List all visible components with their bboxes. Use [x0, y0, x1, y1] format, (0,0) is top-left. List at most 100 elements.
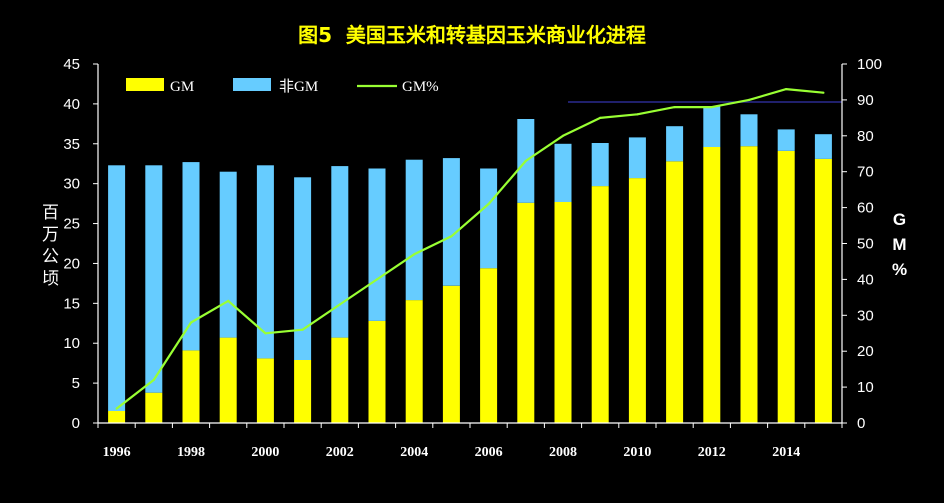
right-axis-tick-label: 50	[857, 236, 874, 253]
gm-percent-point-1996	[115, 407, 118, 410]
x-axis-tick-label: 2000	[251, 445, 279, 460]
gm-percent-point-2015	[822, 91, 825, 94]
legend-label-gm: GM	[170, 79, 194, 95]
gm-bar-2005	[442, 285, 460, 423]
non-gm-bar-2010	[628, 137, 646, 179]
gm-bar-2011	[666, 161, 684, 424]
gm-percent-point-2014	[785, 88, 788, 91]
gm-bar-2012	[703, 147, 721, 423]
non-gm-bar-2014	[777, 129, 795, 151]
gm-bar-2007	[517, 202, 535, 423]
x-axis-tick-label: 2010	[623, 445, 651, 460]
legend: GM 非GM GM%	[126, 78, 439, 95]
right-axis-tick-label: 80	[857, 128, 874, 145]
gm-percent-point-1997	[152, 378, 155, 381]
x-axis-tick-label: 2008	[549, 445, 577, 460]
x-axis-tick-label: 1998	[177, 445, 205, 460]
right-axis-tick-label: 60	[857, 200, 874, 217]
right-axis-tick-label: 40	[857, 271, 874, 288]
non-gm-bar-1996	[108, 165, 126, 411]
legend-label-non-gm: 非GM	[279, 78, 318, 95]
gm-percent-point-2013	[747, 98, 751, 101]
gm-percent-point-2000	[264, 332, 267, 335]
gm-percent-point-2002	[338, 303, 341, 306]
legend-item-gm-percent: GM%	[357, 79, 439, 95]
non-gm-bar-2004	[405, 159, 423, 301]
x-axis-tick-label: 2012	[698, 445, 726, 460]
non-gm-bar-2008	[554, 143, 572, 202]
right-axis-tick-label: 10	[857, 379, 874, 396]
right-axis-label: GM%	[890, 210, 909, 285]
gm-percent-point-1998	[189, 321, 193, 324]
right-axis-tick-label: 20	[857, 343, 874, 360]
gm-percent-point-2012	[710, 106, 713, 109]
gm-bar-2001	[294, 360, 312, 423]
left-axis-tick-label: 5	[72, 375, 80, 392]
gm-bar-1999	[219, 337, 237, 423]
gm-percent-point-2007	[524, 159, 527, 162]
right-axis-tick-label: 70	[857, 164, 874, 181]
gm-percent-point-2004	[413, 253, 416, 256]
legend-item-non-gm: 非GM	[233, 78, 318, 95]
non-gm-bar-2002	[331, 166, 349, 338]
legend-swatch-non-gm	[233, 78, 271, 91]
gm-percent-point-2011	[673, 106, 676, 109]
stacked-bars	[108, 106, 832, 424]
non-gm-bar-1999	[219, 171, 237, 338]
gm-percent-point-2010	[636, 113, 639, 116]
gm-percent-point-2001	[301, 328, 304, 331]
axes: 0 5 10 15 20 25 30 35 40 45 0 10 20 30 40 50 60 70 80 90 100…	[63, 56, 882, 460]
non-gm-bar-2003	[368, 168, 386, 321]
gm-bar-2003	[368, 320, 386, 423]
gm-bar-1998	[182, 350, 200, 423]
gm-bar-2010	[628, 178, 646, 423]
gm-bar-2002	[331, 337, 349, 423]
non-gm-bar-2012	[703, 106, 721, 147]
gm-bar-2015	[814, 158, 832, 423]
x-axis-tick-label: 2004	[400, 445, 428, 460]
gm-bar-1997	[145, 392, 163, 423]
gm-percent-point-2006	[487, 202, 490, 206]
non-gm-bar-1998	[182, 162, 200, 351]
gm-percent-point-2005	[450, 235, 453, 238]
gm-percent-point-2009	[599, 116, 602, 119]
chart-title: 图5 美国玉米和转基因玉米商业化进程	[298, 23, 646, 47]
legend-label-gm-percent: GM%	[402, 79, 439, 95]
right-axis-tick-label: 0	[857, 415, 865, 432]
gm-percent-point-2003	[375, 278, 379, 281]
non-gm-bar-2001	[294, 177, 312, 360]
gm-bar-2009	[591, 186, 609, 423]
non-gm-bar-2013	[740, 114, 758, 147]
non-gm-bar-2015	[814, 134, 832, 159]
non-gm-bar-2009	[591, 143, 609, 187]
gm-percent-series	[115, 87, 825, 410]
gm-bar-2006	[480, 268, 498, 423]
x-axis-tick-label: 2002	[326, 445, 354, 460]
left-axis-tick-label: 0	[72, 415, 80, 432]
legend-swatch-gm	[126, 78, 164, 91]
non-gm-bar-1997	[145, 165, 163, 393]
gm-percent-line	[115, 87, 824, 410]
left-axis-tick-label: 10	[63, 335, 80, 352]
right-axis-tick-label: 90	[857, 92, 874, 109]
non-gm-bar-2006	[480, 168, 498, 269]
gm-bar-2000	[256, 358, 274, 423]
left-axis-tick-label: 15	[63, 295, 80, 312]
legend-item-gm: GM	[126, 78, 194, 95]
gm-percent-point-2008	[561, 134, 565, 137]
gm-percent-point-1999	[227, 299, 230, 302]
x-axis-tick-label: 1996	[103, 445, 131, 460]
gm-bar-1996	[108, 411, 126, 423]
left-axis-tick-label: 40	[63, 96, 80, 113]
left-axis-tick-label: 35	[63, 136, 80, 153]
non-gm-bar-2011	[666, 126, 684, 162]
non-gm-bar-2000	[256, 165, 274, 359]
left-axis-tick-label: 25	[63, 216, 80, 233]
gm-bar-2004	[405, 300, 423, 423]
left-axis-tick-label: 45	[63, 56, 80, 73]
gm-bar-2008	[554, 202, 572, 423]
gm-bar-2013	[740, 146, 758, 423]
left-axis-tick-label: 30	[63, 176, 80, 193]
